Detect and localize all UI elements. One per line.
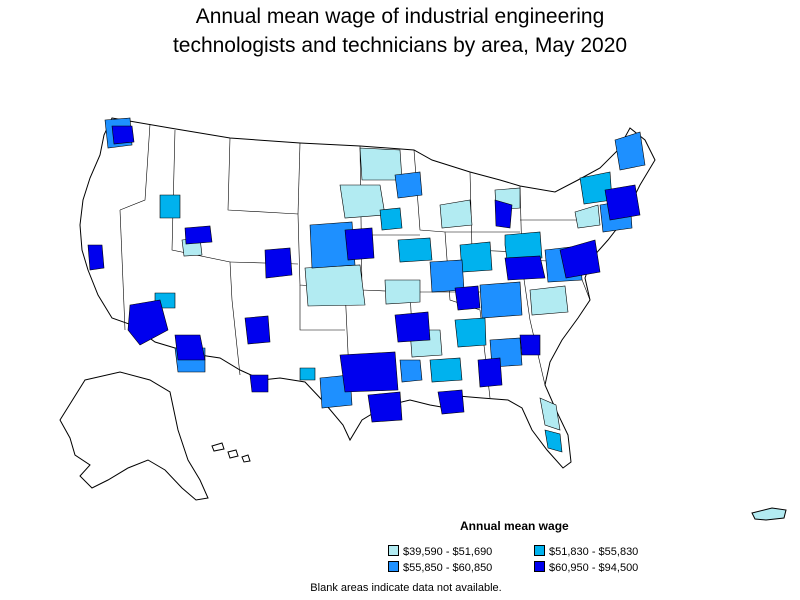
region-area — [339, 184, 386, 219]
region-area — [244, 315, 271, 345]
footnote: Blank areas indicate data not available. — [310, 582, 502, 594]
region-area — [459, 241, 493, 273]
region-area — [111, 125, 135, 145]
hawaii-islands — [211, 442, 251, 463]
region-area — [394, 171, 423, 199]
region-area — [184, 225, 213, 245]
legend-label: $60,950 - $94,500 — [549, 562, 639, 574]
legend-swatch — [534, 561, 545, 572]
map-title-line-1: Annual mean wage of industrial engineeri… — [195, 5, 605, 28]
region-area — [504, 231, 543, 261]
legend-swatch — [388, 545, 399, 556]
region-area — [479, 281, 523, 319]
region-area — [454, 317, 487, 348]
region-area — [264, 247, 293, 279]
region-area — [614, 131, 646, 171]
region-area — [574, 204, 601, 229]
legend-item-range-4: $60,950 - $94,500 — [534, 561, 638, 574]
regions-range-4 — [87, 125, 641, 423]
region-area — [429, 357, 463, 383]
region-area — [397, 237, 433, 263]
regions-range-2 — [154, 171, 613, 453]
region-area — [367, 391, 403, 423]
region-area — [159, 194, 181, 219]
legend-title: Annual mean wage — [460, 519, 569, 533]
legend-swatch — [534, 545, 545, 556]
legend-swatch — [388, 561, 399, 572]
region-area — [544, 429, 563, 453]
region-area — [344, 227, 375, 261]
legend-item-range-1: $39,590 - $51,690 — [388, 545, 492, 558]
region-area — [437, 389, 465, 415]
legend-label: $39,590 - $51,690 — [403, 546, 493, 558]
region-area — [299, 367, 316, 381]
region-area — [494, 199, 513, 229]
region-area — [304, 264, 366, 307]
region-area — [439, 199, 473, 229]
region-area — [539, 397, 561, 431]
region-area — [127, 299, 169, 346]
region-area — [249, 374, 269, 393]
map-title-line-2: technologists and technicians by area, M… — [172, 34, 628, 57]
region-area — [504, 255, 546, 281]
region-area — [559, 239, 601, 279]
legend-label: $51,830 - $55,830 — [549, 546, 639, 558]
puerto-rico — [751, 507, 787, 521]
region-area — [399, 359, 423, 383]
map-title: Annual mean wage of industrial engineeri… — [0, 2, 800, 60]
region-area — [379, 207, 403, 231]
region-area — [519, 334, 541, 356]
region-area — [384, 279, 421, 305]
region-area — [87, 244, 105, 271]
region-area — [604, 184, 641, 221]
region-area — [339, 351, 399, 393]
region-area — [309, 221, 356, 269]
legend-label: $55,850 - $60,850 — [403, 562, 493, 574]
region-area — [454, 285, 481, 311]
legend-item-range-2: $51,830 - $55,830 — [534, 545, 638, 558]
region-area — [394, 311, 431, 343]
region-area — [477, 357, 503, 388]
region-area — [429, 259, 465, 293]
alaska-outline — [59, 371, 209, 501]
legend-item-range-3: $55,850 - $60,850 — [388, 561, 492, 574]
region-area — [529, 285, 569, 316]
region-area — [174, 334, 206, 361]
